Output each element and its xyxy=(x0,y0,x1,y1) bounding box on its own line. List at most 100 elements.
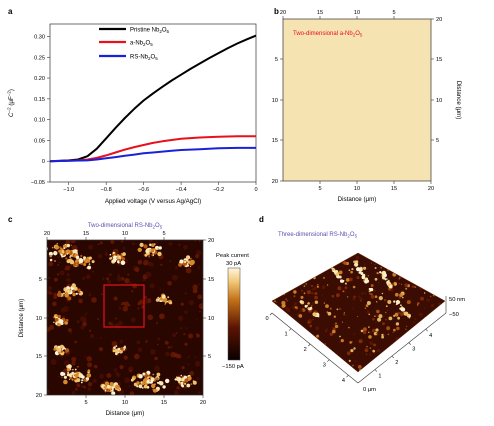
texture-speck xyxy=(293,295,296,297)
left-tick-label: 20 xyxy=(36,393,42,399)
texture-speck xyxy=(284,277,288,281)
texture-speck xyxy=(401,267,405,271)
texture-speck xyxy=(61,249,64,252)
left-tick-label: 15 xyxy=(36,354,42,360)
texture-speck xyxy=(99,374,104,379)
texture-speck xyxy=(301,344,303,347)
texture-speck xyxy=(115,317,118,320)
texture-speck xyxy=(87,362,93,368)
texture-speck xyxy=(396,311,399,314)
panel-a-plot-frame xyxy=(49,23,257,183)
texture-speck xyxy=(167,346,170,349)
texture-speck xyxy=(419,324,421,326)
texture-speck xyxy=(332,260,336,264)
texture-speck xyxy=(353,333,356,336)
texture-speck xyxy=(48,261,54,267)
texture-speck xyxy=(80,384,85,389)
texture-speck xyxy=(322,257,327,261)
depth-tick-label: 1 xyxy=(285,332,288,338)
texture-speck xyxy=(129,281,133,285)
texture-speck xyxy=(371,262,372,264)
texture-speck xyxy=(358,339,363,344)
texture-speck xyxy=(313,286,317,291)
texture-speck xyxy=(383,334,386,337)
texture-speck xyxy=(291,262,295,266)
texture-speck xyxy=(107,279,112,285)
panel-d-ticks: 0 1 2 3 4 1 2 3 4 xyxy=(265,312,432,384)
texture-speck xyxy=(176,386,180,390)
texture-speck xyxy=(405,328,407,330)
x-tick-label: 0 xyxy=(254,187,257,193)
texture-speck xyxy=(396,344,398,347)
texture-speck xyxy=(381,292,384,295)
texture-speck xyxy=(156,343,159,346)
texture-speck xyxy=(160,263,163,266)
texture-speck xyxy=(66,243,71,248)
texture-speck xyxy=(340,339,344,343)
texture-speck xyxy=(344,282,347,285)
panel-d-surface-outline xyxy=(271,252,446,373)
texture-speck xyxy=(285,274,290,279)
texture-speck xyxy=(85,377,88,380)
texture-speck xyxy=(404,311,409,316)
texture-speck xyxy=(295,364,298,367)
texture-speck xyxy=(340,279,344,283)
y-tick-label: 0.15 xyxy=(34,97,45,103)
texture-speck xyxy=(60,307,66,313)
texture-speck xyxy=(66,277,71,283)
texture-speck xyxy=(64,321,68,325)
texture-speck xyxy=(142,254,145,257)
texture-speck xyxy=(406,325,408,327)
texture-speck xyxy=(72,292,76,297)
texture-speck xyxy=(433,263,438,267)
texture-speck xyxy=(380,267,382,269)
texture-speck xyxy=(372,289,376,293)
texture-speck xyxy=(274,300,276,303)
texture-speck xyxy=(185,267,192,274)
texture-speck xyxy=(338,341,341,344)
texture-speck xyxy=(378,355,382,359)
texture-speck xyxy=(413,353,415,355)
texture-speck xyxy=(301,337,306,342)
texture-speck xyxy=(178,315,184,321)
texture-speck xyxy=(367,275,369,277)
texture-speck xyxy=(384,264,389,268)
texture-speck xyxy=(296,359,298,362)
panel-d-corner-label: 0 μm xyxy=(363,387,376,393)
texture-speck xyxy=(67,364,72,369)
texture-speck xyxy=(393,281,396,284)
texture-speck xyxy=(298,261,303,266)
texture-speck xyxy=(393,258,398,263)
texture-speck xyxy=(67,371,69,374)
texture-speck xyxy=(306,353,310,358)
texture-speck xyxy=(81,375,85,379)
right-tick-label: 15 xyxy=(436,57,442,63)
texture-speck xyxy=(128,385,131,388)
texture-speck xyxy=(335,322,337,325)
texture-speck xyxy=(413,329,415,332)
texture-speck xyxy=(356,276,360,280)
texture-speck xyxy=(47,313,49,318)
texture-speck xyxy=(331,267,335,271)
texture-speck xyxy=(141,387,144,389)
texture-speck xyxy=(161,294,166,299)
texture-speck xyxy=(399,293,403,297)
texture-speck xyxy=(377,317,382,322)
texture-speck xyxy=(76,383,81,388)
texture-speck xyxy=(197,266,201,269)
texture-speck xyxy=(272,320,275,324)
y-tick-label: 0.10 xyxy=(34,118,45,124)
depth-tick-mark xyxy=(308,343,311,347)
texture-speck xyxy=(387,280,390,283)
texture-speck xyxy=(292,305,297,310)
texture-speck xyxy=(76,264,79,267)
texture-speck xyxy=(303,292,306,295)
texture-speck xyxy=(413,321,416,324)
texture-speck xyxy=(309,370,312,372)
texture-speck xyxy=(115,324,117,327)
texture-speck xyxy=(395,258,399,262)
texture-speck xyxy=(58,249,62,253)
texture-speck xyxy=(153,388,157,393)
texture-speck xyxy=(97,318,100,321)
